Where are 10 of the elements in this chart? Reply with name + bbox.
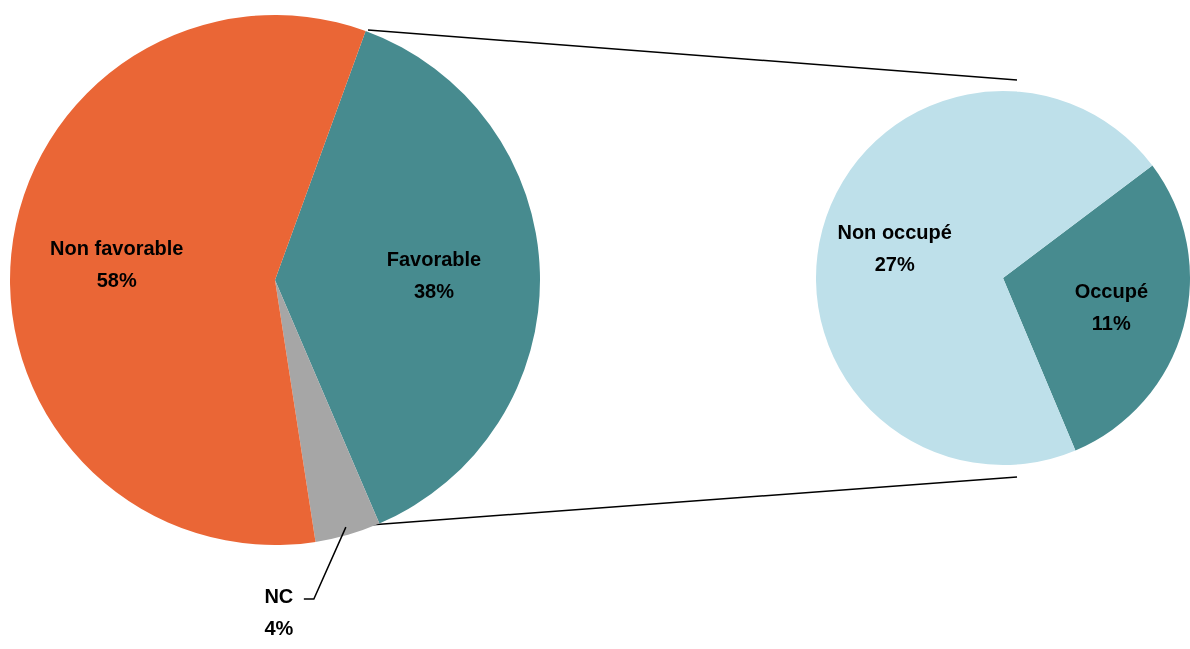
slice-label: NC [264, 584, 294, 607]
data-label: 11% [1091, 311, 1131, 334]
slice-label: Non occupé [837, 221, 952, 244]
data-label: 4% [264, 616, 294, 639]
slice-label: Non favorable [50, 237, 184, 259]
data-label: 38% [413, 280, 455, 303]
data-label: 58% [96, 269, 137, 291]
slice-label: Occupé [1074, 279, 1148, 302]
data-label: 27% [874, 253, 915, 276]
slice-label: Favorable [386, 248, 482, 271]
